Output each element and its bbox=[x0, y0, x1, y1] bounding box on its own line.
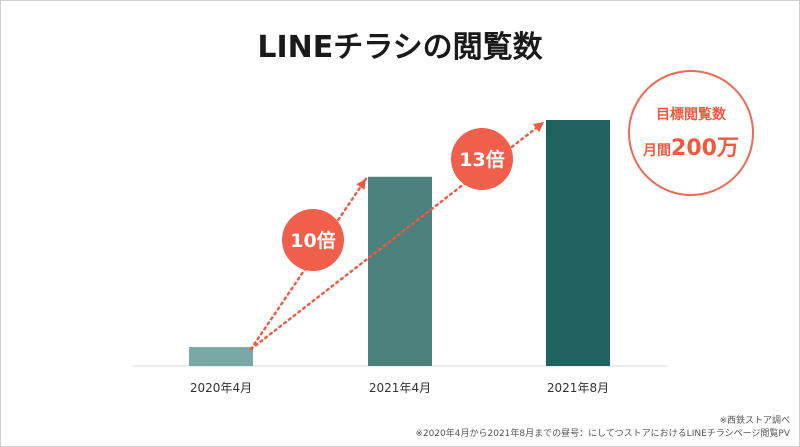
bar-1 bbox=[189, 347, 253, 366]
footnote-source: ※西鉄ストア調べ bbox=[415, 415, 790, 428]
x-tick-label: 2020年4月 bbox=[190, 381, 252, 395]
growth-arrow-2-head bbox=[533, 122, 544, 132]
footnote-detail: ※2020年4月から2021年8月までの昼号：にしてつストアにおけるLINEチラ… bbox=[415, 428, 790, 441]
bar-2 bbox=[368, 177, 432, 366]
target-value: 200万 bbox=[671, 136, 739, 161]
target-value-line: 月間200万 bbox=[643, 130, 739, 162]
target-prefix: 月間 bbox=[643, 143, 671, 159]
target-label: 目標閲覧数 bbox=[656, 104, 726, 124]
growth-badge-label: 10倍 bbox=[290, 229, 335, 252]
growth-badge-label: 13倍 bbox=[459, 148, 504, 171]
target-badge: 目標閲覧数 月間200万 bbox=[628, 70, 754, 196]
x-tick-label: 2021年8月 bbox=[547, 381, 609, 395]
bar-3 bbox=[546, 120, 610, 366]
growth-arrow-1-head bbox=[356, 179, 366, 190]
footnotes: ※西鉄ストア調べ ※2020年4月から2021年8月までの昼号：にしてつストアに… bbox=[415, 415, 790, 441]
x-tick-label: 2021年4月 bbox=[369, 381, 431, 395]
